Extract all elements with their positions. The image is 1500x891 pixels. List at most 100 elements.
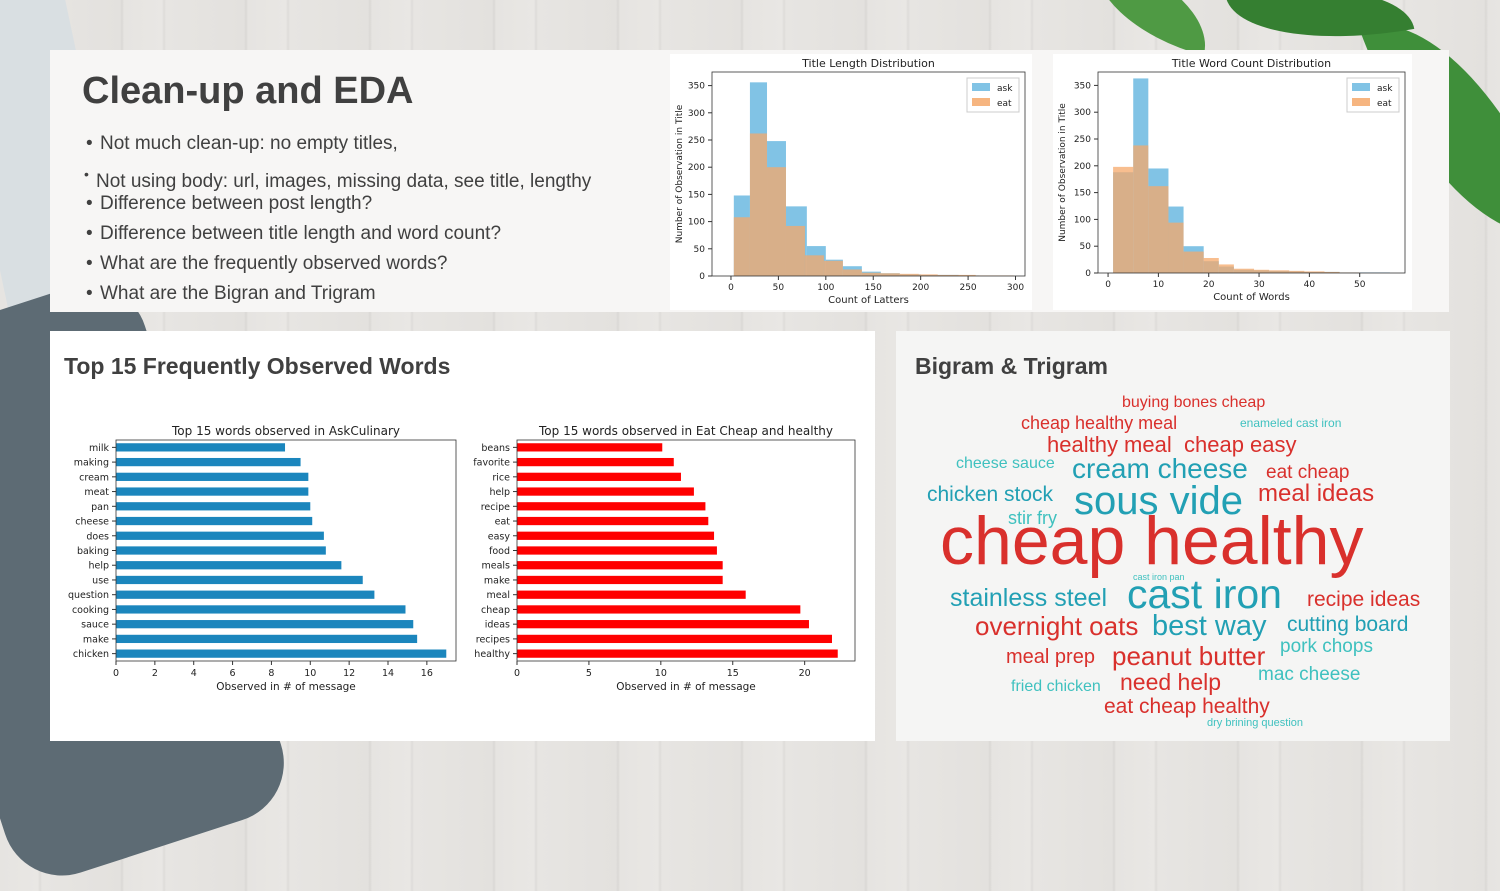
word-count-histogram: Title Word Count Distribution 0 10 20 30 40 50… — [1058, 57, 1406, 303]
x-axis-label: Count of Latters — [828, 295, 909, 306]
category-label: sauce — [81, 620, 109, 631]
bullet-text: Difference between title length and word… — [100, 223, 502, 244]
histogram-bar-eat — [842, 269, 862, 276]
category-label: meal — [486, 590, 510, 601]
bullet-dot: • — [86, 283, 93, 304]
legend-swatch-eat — [972, 98, 990, 106]
wordcloud-phrase: dry brining question — [1207, 717, 1304, 729]
category-label: pan — [91, 502, 109, 513]
word-bar-cream — [116, 472, 309, 481]
histogram-bar-eat — [749, 133, 768, 276]
category-label: ideas — [485, 620, 510, 631]
category-label: use — [92, 575, 109, 586]
category-label: help — [88, 561, 109, 572]
legend-label-eat: eat — [1377, 99, 1392, 109]
histogram-bar-eat — [1168, 222, 1184, 273]
x-tick-label: 2 — [152, 668, 158, 679]
y-tick-label: 150 — [688, 190, 705, 200]
bigram-panel: Bigram & Trigram buying bones cheap cheap… — [896, 331, 1450, 741]
x-tick-label: 0 — [728, 283, 734, 293]
x-tick-label: 40 — [1304, 280, 1316, 290]
histogram-bar-eat — [1304, 271, 1325, 273]
histogram-bar-eat — [823, 260, 843, 276]
bullet-dot: • — [86, 253, 93, 274]
wordcloud-phrase: recipe ideas — [1307, 588, 1421, 611]
histogram-bar-eat — [767, 167, 786, 276]
x-tick-label: 200 — [912, 283, 929, 293]
chart-title: Title Length Distribution — [801, 57, 935, 70]
word-bar-help — [517, 487, 694, 496]
wordcloud-phrase: peanut butter — [1112, 641, 1266, 671]
bullet-item: • What are the frequently observed words? — [86, 250, 591, 280]
wordcloud-phrase: need help — [1120, 669, 1222, 695]
plot-frame — [711, 71, 1026, 277]
bullet-text: Not using body: url, images, missing dat… — [96, 171, 592, 192]
histogram-bar-eat — [937, 274, 957, 276]
word-bar-does — [116, 531, 324, 540]
word-bar-ideas — [517, 620, 809, 629]
y-tick-label: 350 — [1074, 81, 1091, 91]
y-tick-label: 350 — [688, 82, 705, 92]
x-tick-label: 30 — [1253, 280, 1265, 290]
word-bar-make — [517, 575, 723, 585]
legend-label-ask: ask — [1377, 84, 1393, 94]
wordcloud-phrase: cheap healthy — [940, 503, 1364, 579]
x-tick-label: 250 — [959, 283, 976, 293]
x-tick-label: 50 — [773, 283, 785, 293]
x-tick-label: 15 — [727, 668, 739, 679]
wordcloud-phrase: mac cheese — [1258, 664, 1361, 685]
word-bar-question — [116, 590, 375, 599]
word-bar-cheap — [517, 605, 801, 614]
word-bar-pan — [116, 502, 311, 511]
histogram-bar-eat — [785, 225, 805, 276]
category-label: beans — [481, 443, 510, 454]
x-axis-label: Count of Words — [1213, 292, 1290, 303]
histogram-bar-eat — [1324, 271, 1340, 273]
slide-title: Clean-up and EDA — [82, 70, 414, 112]
wordcloud-phrase: pork chops — [1280, 636, 1373, 657]
bullet-item: • Difference between post length? — [86, 190, 591, 220]
top-words-panel: Top 15 Frequently Observed Words Top 15 … — [50, 331, 875, 741]
y-tick-label: 0 — [1085, 269, 1091, 279]
histogram-bar-eat — [1269, 270, 1290, 273]
word-bar-baking — [116, 546, 326, 555]
word-bar-help — [116, 561, 342, 570]
wordcloud-phrase: best way — [1152, 610, 1267, 642]
legend-swatch-ask — [1352, 83, 1370, 91]
chart-title: Title Word Count Distribution — [1171, 57, 1331, 70]
legend-swatch-ask — [972, 83, 990, 91]
wordcloud-phrase: overnight oats — [975, 611, 1139, 641]
x-tick-label: 10 — [304, 668, 316, 679]
x-tick-label: 100 — [817, 283, 834, 293]
word-bar-meal — [517, 590, 746, 599]
category-label: cheap — [481, 605, 510, 616]
wordcloud-phrase: meal ideas — [1258, 480, 1375, 507]
eda-panel: Clean-up and EDA • Not much clean-up: no … — [50, 50, 1449, 312]
word-bar-recipes — [517, 634, 832, 644]
legend-label-eat: eat — [997, 99, 1012, 109]
y-tick-label: 100 — [1074, 215, 1091, 225]
word-bar-meals — [517, 561, 723, 570]
wordcloud-phrase: meal prep — [1006, 646, 1095, 668]
x-tick-label: 300 — [1007, 283, 1024, 293]
word-bar-use — [116, 575, 363, 585]
word-bar-making — [116, 457, 301, 467]
legend-swatch-eat — [1352, 98, 1370, 106]
category-label: meals — [481, 561, 510, 572]
wordcloud-phrase: cheese sauce — [956, 455, 1055, 472]
y-tick-label: 300 — [1074, 108, 1091, 118]
y-tick-label: 50 — [1080, 242, 1092, 252]
histogram-bar-eat — [1113, 166, 1134, 273]
word-bar-healthy — [517, 649, 838, 658]
histogram-bar-eat — [1148, 186, 1169, 273]
wordcloud-phrase: eat cheap healthy — [1104, 695, 1270, 718]
y-tick-label: 100 — [688, 218, 705, 228]
wordcloud-phrase: healthy meal — [1047, 432, 1172, 457]
eatcheap-bar-chart: Top 15 words observed in Eat Cheap and h… — [473, 424, 856, 693]
category-label: meat — [84, 487, 109, 498]
x-axis-label: Observed in # of message — [216, 681, 356, 693]
y-tick-label: 200 — [688, 163, 705, 173]
word-bar-easy — [517, 531, 715, 540]
wordcloud-phrase: cheap easy — [1184, 432, 1297, 457]
category-label: favorite — [473, 458, 510, 469]
